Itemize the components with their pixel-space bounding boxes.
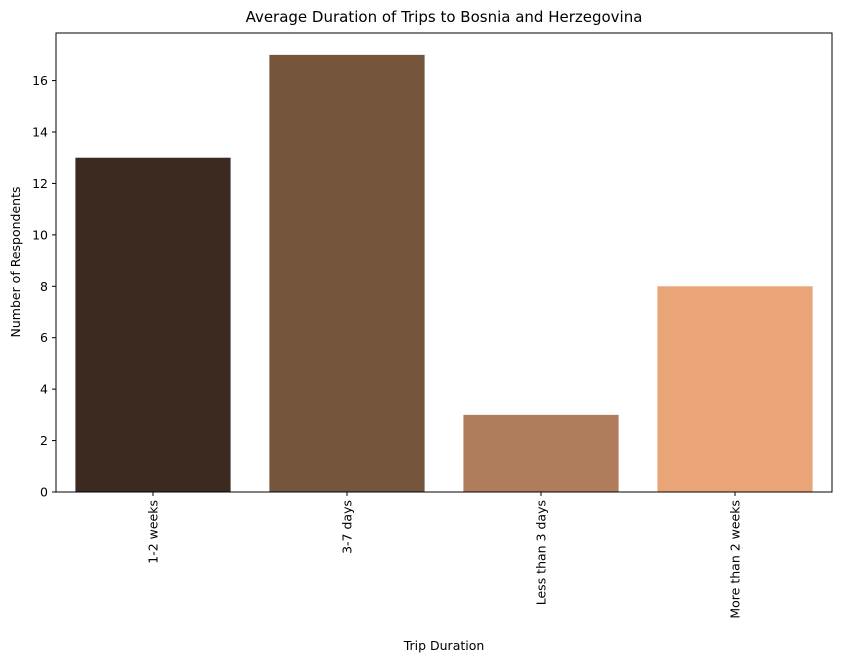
y-tick-label: 12 [32, 176, 48, 191]
bars-group [75, 54, 813, 492]
x-tick-label: 3-7 days [340, 500, 355, 554]
y-axis-label: Number of Respondents [8, 186, 23, 337]
y-tick-label: 4 [40, 382, 48, 397]
plot-frame [55, 32, 833, 493]
y-tick-label: 8 [40, 279, 48, 294]
bar-3-7-days [269, 54, 425, 492]
y-tick-label: 14 [32, 125, 48, 140]
chart-title: Average Duration of Trips to Bosnia and … [246, 8, 643, 26]
y-tick-label: 16 [32, 73, 48, 88]
y-tick-label: 2 [40, 433, 48, 448]
bar-1-2-weeks [75, 157, 231, 492]
x-tick-label: 1-2 weeks [146, 500, 161, 564]
x-axis-label: Trip Duration [403, 638, 485, 653]
y-tick-label: 10 [32, 227, 48, 242]
x-axis-ticks: 1-2 weeks 3-7 days Less than 3 days More th… [146, 492, 743, 619]
y-tick-label: 0 [40, 485, 48, 500]
bar-more-than-2-weeks [657, 286, 813, 492]
bar-less-than-3-days [463, 414, 619, 492]
y-tick-label: 6 [40, 330, 48, 345]
x-tick-label: More than 2 weeks [728, 500, 743, 619]
x-tick-label: Less than 3 days [534, 500, 549, 605]
y-axis-ticks: 0 2 4 6 8 10 12 14 16 [32, 73, 56, 500]
